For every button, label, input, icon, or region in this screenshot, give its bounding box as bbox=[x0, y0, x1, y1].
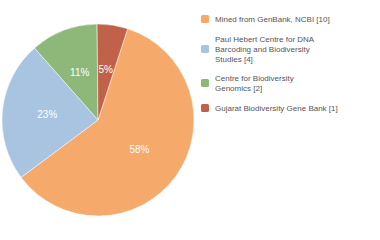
svg-text:Centre for Biodiversity: Centre for Biodiversity bbox=[215, 74, 294, 83]
svg-text:5%: 5% bbox=[99, 64, 114, 75]
svg-text:Studies [4]: Studies [4] bbox=[215, 55, 253, 64]
svg-text:Gujarat Biodiversity Gene Bank: Gujarat Biodiversity Gene Bank [1] bbox=[215, 104, 338, 113]
svg-text:Mined from GenBank, NCBI [10]: Mined from GenBank, NCBI [10] bbox=[215, 15, 330, 24]
svg-text:23%: 23% bbox=[37, 109, 57, 120]
svg-text:Genomics [2]: Genomics [2] bbox=[215, 84, 262, 93]
svg-text:58%: 58% bbox=[129, 144, 149, 155]
svg-text:Paul Hebert Centre for DNA: Paul Hebert Centre for DNA bbox=[215, 35, 315, 44]
svg-text:Barcoding and Biodiversity: Barcoding and Biodiversity bbox=[215, 45, 310, 54]
svg-text:11%: 11% bbox=[70, 67, 89, 78]
